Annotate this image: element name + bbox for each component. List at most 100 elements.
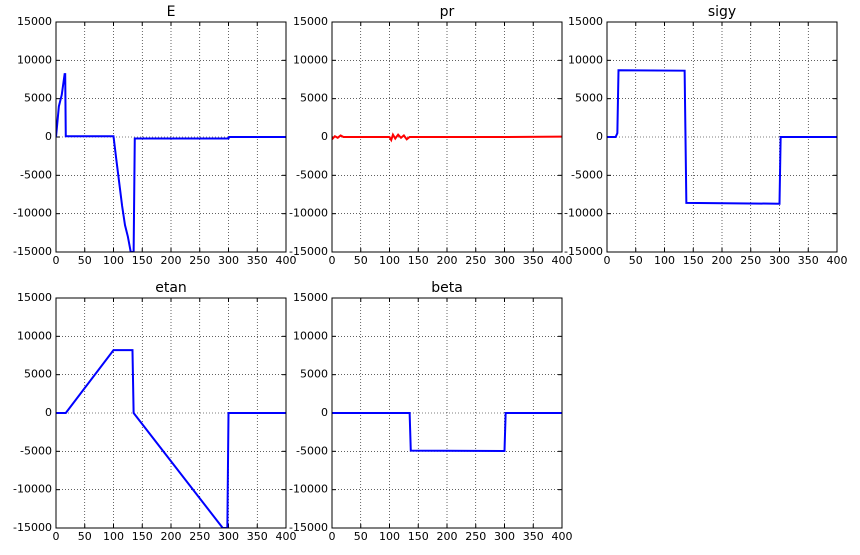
y-tick-label: 0	[596, 130, 603, 143]
x-tick-label: 150	[132, 254, 153, 267]
x-tick-label: 50	[354, 254, 368, 267]
subplot-title: sigy	[708, 4, 736, 20]
subplot-title: E	[167, 4, 176, 20]
y-tick-label: -5000	[296, 444, 328, 457]
x-tick-label: 200	[712, 254, 733, 267]
y-tick-label: -15000	[13, 245, 52, 258]
y-tick-label: -10000	[289, 207, 328, 220]
x-tick-label: 400	[276, 530, 297, 543]
x-tick-label: 150	[408, 254, 429, 267]
x-tick-label: 250	[465, 530, 486, 543]
data-line	[56, 73, 286, 252]
x-tick-label: 50	[78, 530, 92, 543]
y-tick-label: -15000	[289, 245, 328, 258]
x-tick-label: 350	[247, 254, 268, 267]
y-tick-label: 15000	[17, 15, 52, 28]
x-tick-label: 300	[769, 254, 790, 267]
x-tick-label: 350	[798, 254, 819, 267]
subplot-title: beta	[431, 280, 463, 296]
x-tick-label: 300	[494, 254, 515, 267]
x-tick-label: 0	[329, 530, 336, 543]
axes-frame	[55, 297, 287, 529]
data-line	[56, 349, 286, 528]
y-tick-label: 10000	[293, 329, 328, 342]
x-tick-label: 350	[523, 530, 544, 543]
axes-frame	[331, 21, 563, 253]
x-tick-label: 300	[494, 530, 515, 543]
y-tick-label: 0	[45, 130, 52, 143]
x-tick-label: 100	[103, 254, 124, 267]
subplot: etan -15000 -10000 -5000 0 5000 10000 15000 0 50 1…	[13, 280, 296, 543]
subplot: E -15000 -10000 -5000 0 5000 10000 15000 0 50 100 1…	[13, 4, 296, 267]
x-tick-label: 0	[604, 254, 611, 267]
y-tick-label: 5000	[300, 92, 328, 105]
x-tick-label: 250	[740, 254, 761, 267]
x-tick-label: 200	[161, 254, 182, 267]
x-tick-label: 200	[437, 254, 458, 267]
y-tick-label: 10000	[17, 329, 52, 342]
x-tick-label: 200	[161, 530, 182, 543]
data-line	[607, 69, 837, 205]
x-tick-label: 250	[465, 254, 486, 267]
x-tick-label: 400	[552, 254, 573, 267]
y-tick-label: -10000	[564, 207, 603, 220]
y-tick-label: -5000	[20, 168, 52, 181]
y-tick-label: 10000	[17, 53, 52, 66]
x-tick-label: 50	[354, 530, 368, 543]
y-tick-label: -10000	[289, 483, 328, 496]
subplot: beta -15000 -10000 -5000 0 5000 10000 15000 0 50 1…	[289, 280, 572, 543]
x-tick-label: 100	[379, 254, 400, 267]
x-tick-label: 0	[53, 254, 60, 267]
y-tick-label: 0	[321, 130, 328, 143]
y-tick-label: 10000	[293, 53, 328, 66]
x-tick-label: 50	[78, 254, 92, 267]
x-tick-label: 250	[189, 254, 210, 267]
x-tick-label: 250	[189, 530, 210, 543]
x-tick-label: 100	[103, 530, 124, 543]
x-tick-label: 300	[218, 530, 239, 543]
x-tick-label: 100	[654, 254, 675, 267]
y-tick-label: 5000	[24, 368, 52, 381]
y-tick-label: 5000	[24, 92, 52, 105]
x-tick-label: 400	[552, 530, 573, 543]
y-tick-label: 15000	[17, 291, 52, 304]
y-tick-label: 15000	[293, 291, 328, 304]
subplot-title: etan	[155, 280, 187, 296]
axes-frame	[606, 21, 838, 253]
x-tick-label: 400	[276, 254, 297, 267]
x-tick-label: 200	[437, 530, 458, 543]
x-tick-label: 350	[523, 254, 544, 267]
y-tick-label: 10000	[568, 53, 603, 66]
x-tick-label: 0	[329, 254, 336, 267]
axes-frame	[55, 21, 287, 253]
x-tick-label: 0	[53, 530, 60, 543]
y-tick-label: 0	[321, 406, 328, 419]
subplot-title: pr	[440, 4, 455, 20]
data-line	[332, 412, 562, 452]
y-tick-label: 15000	[293, 15, 328, 28]
y-tick-label: 5000	[300, 368, 328, 381]
y-tick-label: 0	[45, 406, 52, 419]
subplot: pr -15000 -10000 -5000 0 5000 10000 15000 0 50 100…	[289, 4, 572, 267]
y-tick-label: 5000	[575, 92, 603, 105]
data-line	[332, 132, 562, 143]
y-tick-label: -15000	[289, 521, 328, 534]
x-tick-label: 100	[379, 530, 400, 543]
x-tick-label: 50	[629, 254, 643, 267]
y-tick-label: -15000	[564, 245, 603, 258]
y-tick-label: -5000	[571, 168, 603, 181]
axes-frame	[331, 297, 563, 529]
x-tick-label: 150	[683, 254, 704, 267]
y-tick-label: -10000	[13, 207, 52, 220]
x-tick-label: 300	[218, 254, 239, 267]
y-tick-label: 15000	[568, 15, 603, 28]
x-tick-label: 150	[408, 530, 429, 543]
subplot: sigy -15000 -10000 -5000 0 5000 10000 15000 0 50 1…	[564, 4, 847, 267]
y-tick-label: -15000	[13, 521, 52, 534]
y-tick-label: -5000	[296, 168, 328, 181]
x-tick-label: 150	[132, 530, 153, 543]
x-tick-label: 400	[827, 254, 848, 267]
y-tick-label: -10000	[13, 483, 52, 496]
